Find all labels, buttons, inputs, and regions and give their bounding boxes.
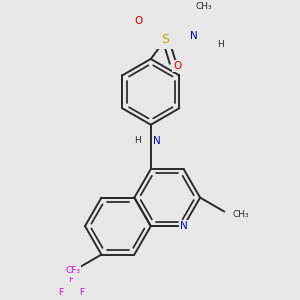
Text: O: O (173, 61, 181, 71)
Text: F: F (80, 288, 85, 297)
Text: CH₃: CH₃ (232, 210, 249, 219)
Text: H: H (134, 136, 141, 145)
Text: H: H (217, 40, 224, 49)
Text: N: N (190, 31, 197, 41)
Text: F: F (58, 288, 64, 297)
Text: CF₃: CF₃ (65, 266, 80, 275)
Text: CH₃: CH₃ (195, 2, 212, 11)
Text: N: N (153, 136, 161, 146)
Text: S: S (162, 33, 170, 46)
Text: N: N (180, 221, 188, 231)
Text: O: O (135, 16, 143, 26)
Text: F: F (69, 275, 74, 284)
